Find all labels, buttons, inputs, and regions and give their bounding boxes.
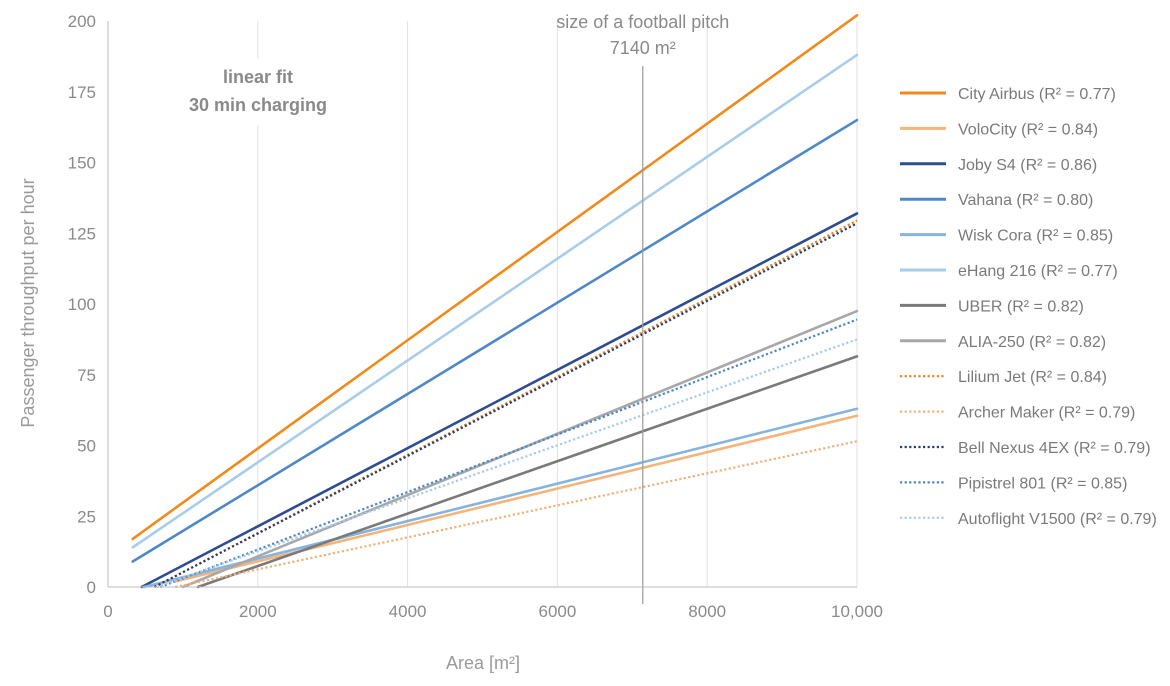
- y-tick-label: 0: [87, 578, 96, 597]
- series-line-11: [160, 318, 858, 589]
- y-tick-label: 200: [68, 12, 96, 31]
- x-tick-label: 2000: [239, 602, 277, 621]
- y-tick-label: 100: [68, 295, 96, 314]
- series-line-4: [142, 407, 859, 589]
- series-line-5: [131, 53, 859, 549]
- y-tick-label: 125: [68, 224, 96, 243]
- series-line-9: [175, 440, 858, 589]
- y-tick-label: 150: [68, 154, 96, 173]
- legend-label-4: Wisk Cora (R² = 0.85): [958, 228, 1113, 245]
- x-tick-label: 10,000: [831, 602, 883, 621]
- legend-label-10: Bell Nexus 4EX (R² = 0.79): [958, 440, 1151, 457]
- series-line-6: [196, 355, 859, 589]
- series-line-2: [140, 212, 859, 589]
- y-tick-label: 25: [77, 507, 96, 526]
- series-line-1: [174, 414, 859, 583]
- reference-label-line1: size of a football pitch: [556, 12, 729, 32]
- legend-label-3: Vahana (R² = 0.80): [958, 192, 1093, 209]
- series-line-3: [131, 118, 859, 563]
- series-line-0: [131, 14, 859, 541]
- legend-label-9: Archer Maker (R² = 0.79): [958, 405, 1135, 422]
- y-axis-title: Passenger throughput per hour: [18, 178, 38, 427]
- fit-label-line2: 30 min charging: [189, 95, 327, 115]
- fit-label-background: [172, 58, 342, 126]
- legend-label-0: City Airbus (R² = 0.77): [958, 86, 1116, 103]
- series-line-7: [181, 309, 859, 589]
- legend-label-11: Pipistrel 801 (R² = 0.85): [958, 475, 1127, 492]
- x-tick-label: 4000: [389, 602, 427, 621]
- legend-label-7: ALIA-250 (R² = 0.82): [958, 334, 1106, 351]
- axis-layer: 0 2000 4000 6000 8000 10,000 0 25 50 75 100 125 150 1…: [68, 12, 883, 621]
- series-line-8: [153, 219, 858, 588]
- reference-line-layer: size of a football pitch 7140 m²: [556, 12, 729, 604]
- legend: City Airbus (R² = 0.77) VoloCity (R² = 0.…: [900, 86, 1157, 528]
- fit-label-line1: linear fit: [223, 67, 293, 87]
- y-tick-label: 75: [77, 366, 96, 385]
- legend-label-5: eHang 216 (R² = 0.77): [958, 263, 1118, 280]
- reference-label-line2: 7140 m²: [610, 38, 676, 58]
- y-tick-label: 50: [77, 437, 96, 456]
- legend-label-2: Joby S4 (R² = 0.86): [958, 157, 1097, 174]
- x-tick-label: 0: [103, 602, 112, 621]
- legend-label-8: Lilium Jet (R² = 0.84): [958, 369, 1107, 386]
- legend-label-6: UBER (R² = 0.82): [958, 298, 1084, 315]
- series-layer: [131, 14, 859, 589]
- x-tick-label: 8000: [688, 602, 726, 621]
- legend-label-12: Autoflight V1500 (R² = 0.79): [958, 511, 1157, 528]
- legend-label-1: VoloCity (R² = 0.84): [958, 121, 1098, 138]
- x-axis-title: Area [m²]: [446, 653, 520, 673]
- series-line-10: [153, 222, 858, 588]
- y-tick-label: 175: [68, 83, 96, 102]
- x-tick-label: 6000: [538, 602, 576, 621]
